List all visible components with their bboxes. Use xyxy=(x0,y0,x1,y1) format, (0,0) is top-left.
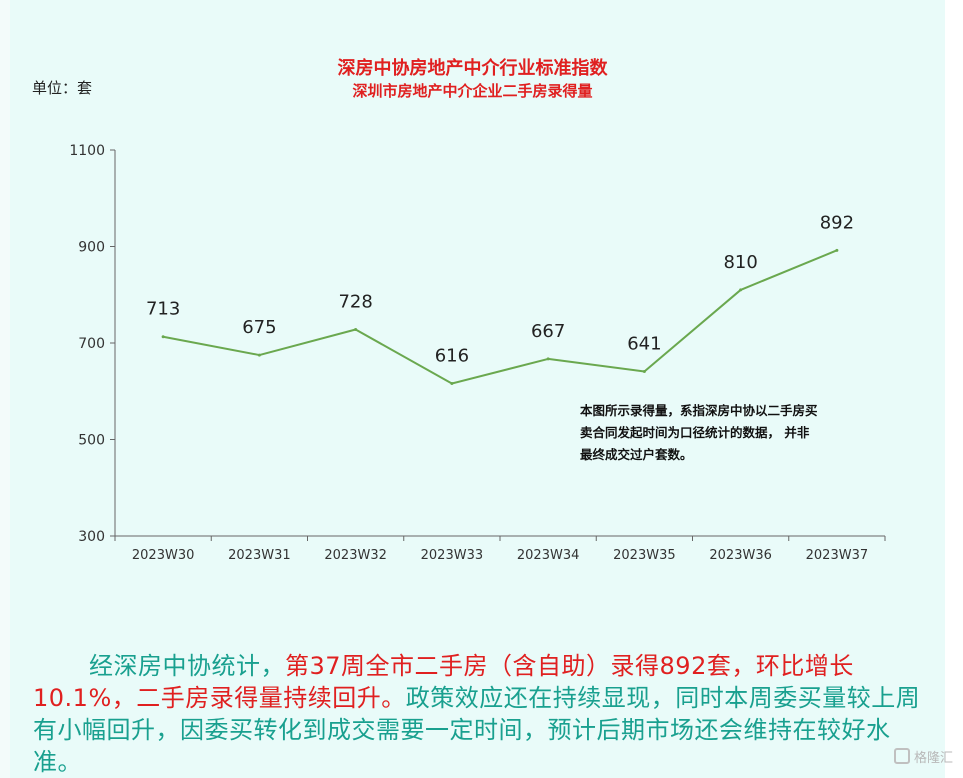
data-label: 713 xyxy=(146,299,180,320)
y-tick-label: 700 xyxy=(78,336,105,352)
y-tick-label: 1100 xyxy=(69,143,105,159)
data-point xyxy=(642,369,646,373)
x-tick-label: 2023W31 xyxy=(228,548,290,563)
x-tick-label: 2023W32 xyxy=(324,548,386,563)
data-label: 675 xyxy=(242,317,276,338)
chart-title: 深房中协房地产中介行业标准指数 xyxy=(337,58,608,79)
y-tick-label: 900 xyxy=(78,240,105,256)
summary-highlight: 第37周全市二手房（含自助）录得892套，环比增长10.1%，二手房录得量持续回… xyxy=(33,652,854,712)
watermark-text: 格隆汇 xyxy=(913,751,953,766)
x-tick-label: 2023W37 xyxy=(806,548,868,563)
data-point xyxy=(354,327,358,331)
y-tick-label: 500 xyxy=(78,433,105,449)
data-point xyxy=(739,288,743,292)
data-label: 892 xyxy=(820,212,854,233)
x-tick-label: 2023W34 xyxy=(517,548,579,563)
data-point xyxy=(257,353,261,357)
data-label: 728 xyxy=(338,291,372,312)
data-label: 810 xyxy=(723,252,757,273)
watermark-logo-icon xyxy=(893,748,910,764)
summary-paragraph: 经深房中协统计，第37周全市二手房（含自助）录得892套，环比增长10.1%，二… xyxy=(33,650,933,778)
series-line xyxy=(162,249,838,385)
x-tick-label: 2023W35 xyxy=(613,548,675,563)
data-label: 616 xyxy=(435,346,469,367)
data-point xyxy=(450,382,454,386)
chart-note: 本图所示录得量，系指深房中协以二手房买卖合同发起时间为口径统计的数据， 并非最终… xyxy=(580,403,818,462)
data-label: 641 xyxy=(627,333,661,354)
watermark: 格隆汇 xyxy=(893,747,953,766)
x-tick-label: 2023W36 xyxy=(709,548,771,563)
x-tick-label: 2023W33 xyxy=(421,548,483,563)
summary-outlook: 政策效应还在持续显现，同时本周委买量较上周有小幅回升，因委买转化到成交需要一定时… xyxy=(33,684,921,776)
data-point xyxy=(835,248,839,252)
line-chart: 300 500 700 900 1100 2023W30 2023W31 2023W32 202… xyxy=(69,143,886,563)
unit-label: 单位：套 xyxy=(32,79,93,97)
chart-subtitle: 深圳市房地产中介企业二手房录得量 xyxy=(352,82,593,100)
data-label: 667 xyxy=(531,321,565,342)
y-tick-label: 300 xyxy=(78,529,105,545)
data-point xyxy=(546,357,550,361)
data-point xyxy=(161,335,165,339)
summary-intro: 经深房中协统计， xyxy=(89,652,285,680)
x-tick-label: 2023W30 xyxy=(132,548,194,563)
